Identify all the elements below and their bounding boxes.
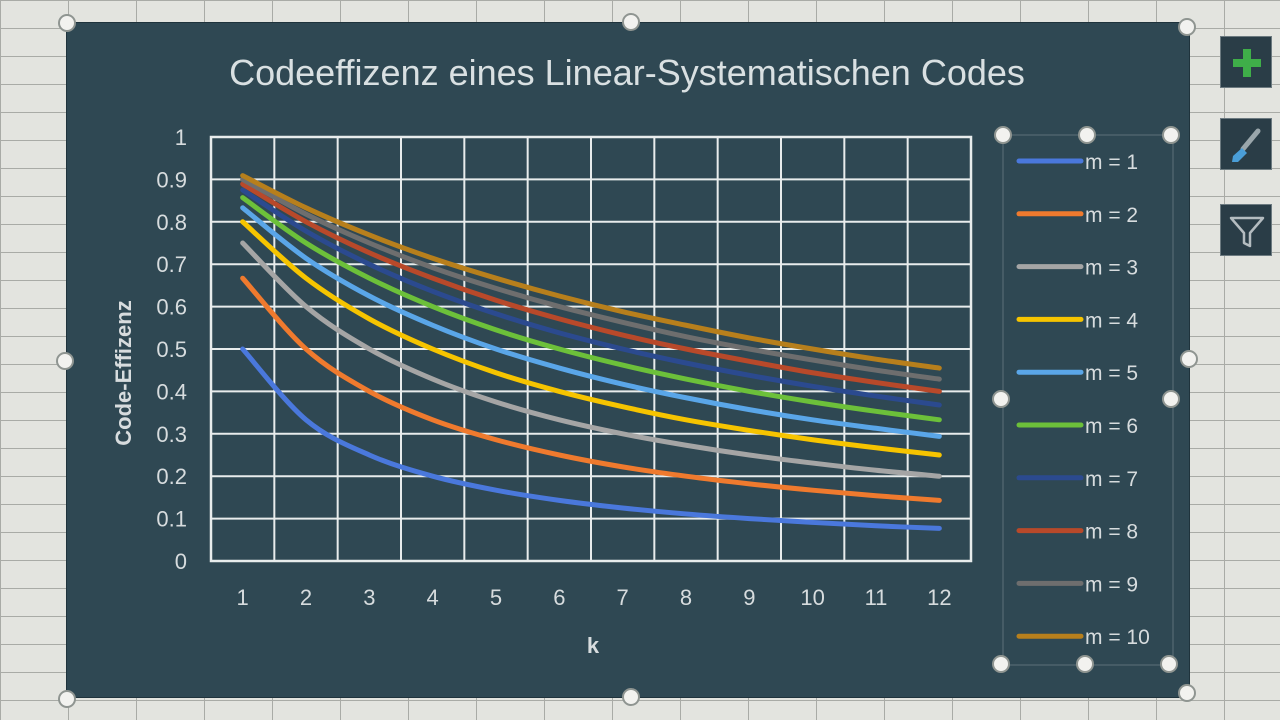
- legend-label: m = 7: [1085, 468, 1138, 491]
- chart-elements-button[interactable]: [1220, 36, 1272, 88]
- x-tick-label: 4: [427, 585, 439, 610]
- legend-handle-middle-right[interactable]: [1162, 390, 1180, 408]
- chart-title: Codeeffizenz eines Linear-Systematischen…: [229, 52, 1025, 93]
- resize-handle-bottom-left[interactable]: [58, 690, 76, 708]
- legend-handle-bottom-right[interactable]: [1160, 655, 1178, 673]
- chart-styles-button[interactable]: [1220, 118, 1272, 170]
- x-axis-ticks: 1 2 3 4 5 6 7 8 9 10 11 12: [237, 585, 952, 610]
- legend-label: m = 3: [1085, 257, 1138, 280]
- legend-handle-top-right[interactable]: [1162, 126, 1180, 144]
- brush-icon: [1232, 128, 1261, 162]
- chart-svg: Codeeffizenz eines Linear-Systematischen…: [111, 52, 1174, 666]
- series-line-m9[interactable]: [240, 176, 942, 382]
- legend-label: m = 9: [1085, 573, 1138, 596]
- legend-label: m = 5: [1085, 362, 1138, 385]
- plot-grid: [209, 135, 973, 563]
- x-tick-label: 3: [363, 585, 375, 610]
- y-tick-label: 0.6: [156, 295, 187, 320]
- y-tick-label: 0.1: [156, 507, 187, 532]
- series-line-m8[interactable]: [240, 181, 942, 394]
- resize-handle-top-center[interactable]: [622, 13, 640, 31]
- series-line-m2[interactable]: [240, 275, 942, 503]
- series-line-m6[interactable]: [240, 195, 942, 423]
- y-tick-label: 0.8: [156, 210, 187, 235]
- resize-handle-bottom-right[interactable]: [1178, 684, 1196, 702]
- y-tick-label: 0.3: [156, 422, 187, 447]
- series-line-m5[interactable]: [240, 205, 942, 439]
- series-line-m7[interactable]: [240, 187, 942, 408]
- x-axis-title: k: [587, 633, 600, 658]
- chart-filters-button[interactable]: [1220, 204, 1272, 256]
- y-tick-label: 0.4: [156, 379, 187, 404]
- legend-label: m = 8: [1085, 521, 1138, 544]
- x-tick-label: 10: [800, 585, 824, 610]
- y-tick-label: 0.7: [156, 252, 187, 277]
- resize-handle-middle-left[interactable]: [56, 352, 74, 370]
- x-tick-label: 9: [743, 585, 755, 610]
- series-line-m10[interactable]: [240, 173, 942, 371]
- legend-handle-bottom-left[interactable]: [992, 655, 1010, 673]
- legend[interactable]: m = 1 m = 2 m = 3 m = 4 m = 5 m = 6 m = 7 m = 8…: [1002, 134, 1174, 666]
- y-tick-label: 0.5: [156, 337, 187, 362]
- x-tick-label: 8: [680, 585, 692, 610]
- y-axis-ticks: 0 0.1 0.2 0.3 0.4 0.5 0.6 0.7 0.8 0.9 1: [156, 125, 187, 574]
- y-axis-title: Code-Effizenz: [111, 300, 136, 445]
- x-tick-label: 2: [300, 585, 312, 610]
- legend-handle-top-left[interactable]: [994, 126, 1012, 144]
- resize-handle-top-left[interactable]: [58, 14, 76, 32]
- y-tick-label: 0.9: [156, 167, 187, 192]
- resize-handle-middle-right[interactable]: [1180, 350, 1198, 368]
- plus-icon: [1233, 49, 1261, 77]
- x-tick-label: 6: [553, 585, 565, 610]
- series-line-m4[interactable]: [240, 219, 942, 458]
- legend-label: m = 1: [1085, 151, 1138, 174]
- y-tick-label: 0: [175, 549, 187, 574]
- y-tick-label: 0.2: [156, 464, 187, 489]
- x-tick-label: 12: [927, 585, 951, 610]
- legend-label: m = 2: [1085, 204, 1138, 227]
- legend-label: m = 10: [1085, 626, 1150, 649]
- filter-icon: [1229, 216, 1265, 248]
- legend-handle-bottom-center[interactable]: [1076, 655, 1094, 673]
- chart-area[interactable]: Codeeffizenz eines Linear-Systematischen…: [66, 22, 1190, 698]
- series-lines: [240, 173, 942, 531]
- resize-handle-bottom-center[interactable]: [622, 688, 640, 706]
- series-line-m3[interactable]: [240, 240, 942, 479]
- y-tick-label: 1: [175, 125, 187, 150]
- x-tick-label: 1: [237, 585, 249, 610]
- x-tick-label: 5: [490, 585, 502, 610]
- x-tick-label: 11: [865, 585, 888, 610]
- legend-label: m = 4: [1085, 309, 1138, 332]
- legend-handle-middle-left[interactable]: [992, 390, 1010, 408]
- legend-label: m = 6: [1085, 415, 1138, 438]
- legend-handle-top-center[interactable]: [1078, 126, 1096, 144]
- series-line-m1[interactable]: [240, 346, 942, 531]
- resize-handle-top-right[interactable]: [1178, 18, 1196, 36]
- x-tick-label: 7: [617, 585, 629, 610]
